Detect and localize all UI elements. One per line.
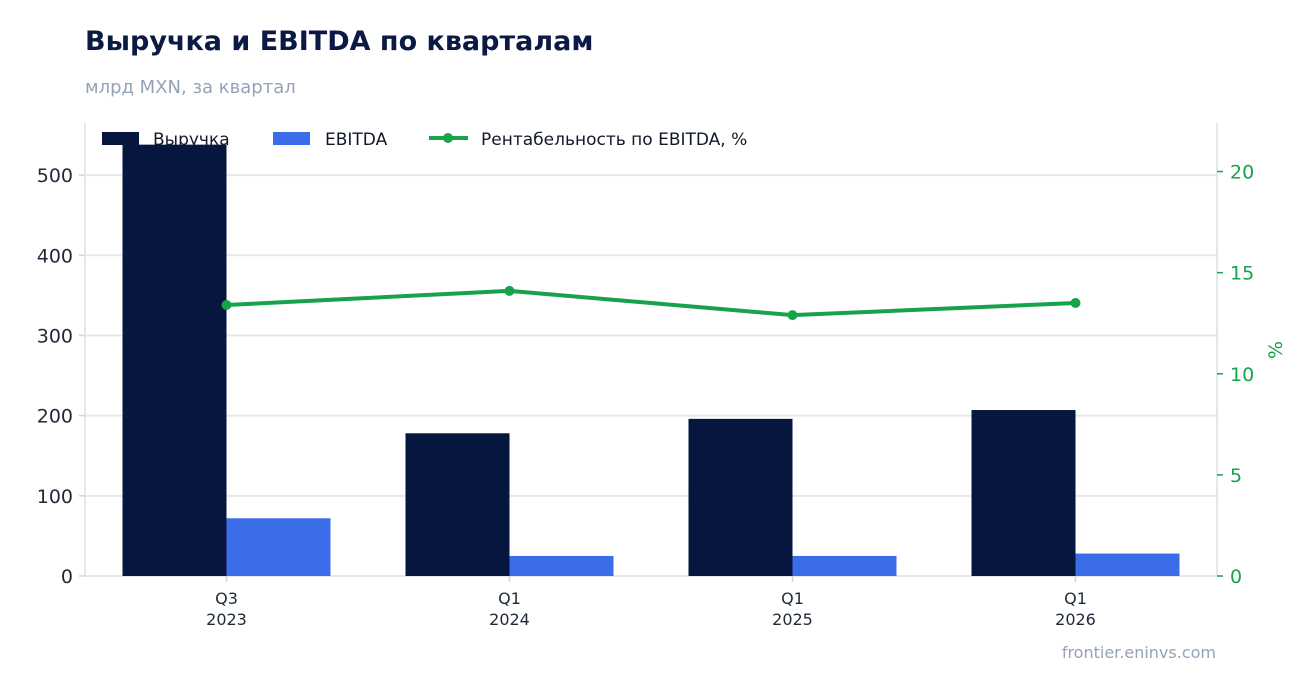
x-tick-label-quarter: Q3 — [215, 589, 238, 608]
legend-swatch-revenue — [102, 132, 139, 145]
point-ebitda-margin — [221, 300, 232, 311]
x-tick-label-quarter: Q1 — [1064, 589, 1087, 608]
right-axis-label: % — [1265, 341, 1287, 359]
bar-revenue — [688, 418, 793, 576]
x-tick-label-quarter: Q1 — [498, 589, 521, 608]
legend-label-ebitda: EBITDA — [325, 130, 388, 150]
right-tick-label: 15 — [1230, 263, 1254, 285]
legend-label-revenue: Выручка — [153, 130, 230, 150]
left-tick-label: 200 — [37, 406, 73, 428]
left-tick-label: 100 — [37, 486, 73, 508]
bar-revenue — [971, 410, 1076, 576]
x-tick-label-year: 2023 — [206, 610, 247, 629]
source-label: frontier.eninvs.com — [1061, 643, 1216, 662]
line-ebitda-margin — [226, 288, 1076, 318]
point-ebitda-margin — [504, 285, 515, 296]
legend-swatch-ebitda — [273, 132, 310, 145]
point-ebitda-margin — [787, 310, 798, 321]
bar-revenue — [405, 433, 510, 576]
left-tick-label: 300 — [37, 325, 73, 347]
bar-ebitda — [226, 518, 331, 576]
right-tick-label: 20 — [1230, 162, 1254, 184]
bar-revenue — [122, 144, 227, 577]
chart-subtitle: млрд MXN, за квартал — [85, 77, 296, 98]
chart-title: Выручка и EBITDA по кварталам — [85, 26, 594, 57]
right-tick-label: 0 — [1230, 566, 1242, 588]
left-tick-label: 500 — [37, 165, 73, 187]
x-tick-label-year: 2026 — [1055, 610, 1096, 629]
right-tick-label: 10 — [1230, 364, 1254, 386]
point-ebitda-margin — [1070, 297, 1081, 308]
bar-ebitda — [1075, 553, 1180, 576]
x-tick-label-quarter: Q1 — [781, 589, 804, 608]
left-tick-label: 400 — [37, 245, 73, 267]
bar-ebitda — [509, 555, 614, 576]
x-tick-label-year: 2025 — [772, 610, 813, 629]
right-tick-label: 5 — [1230, 465, 1242, 487]
legend-swatch-margin-marker — [443, 133, 453, 143]
bar-ebitda — [792, 555, 897, 576]
legend-label-margin: Рентабельность по EBITDA, % — [481, 130, 747, 150]
x-tick-label-year: 2024 — [489, 610, 530, 629]
left-tick-label: 0 — [61, 566, 73, 588]
